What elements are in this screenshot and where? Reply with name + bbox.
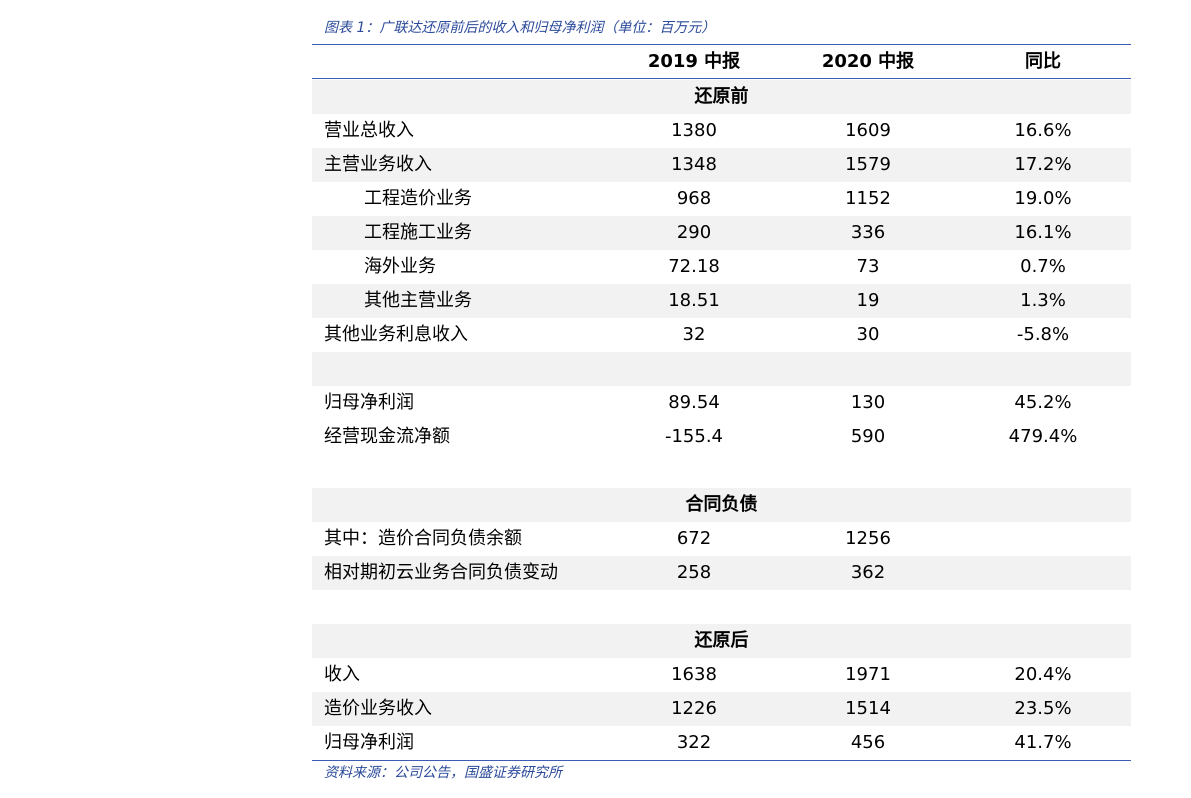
- cell-value: 590: [850, 426, 886, 447]
- row-label: 收入: [324, 664, 360, 685]
- cell-value: 479.4%: [1008, 426, 1078, 447]
- cell-value: 19: [856, 290, 880, 311]
- data-row: 工程施工业务 290 336 16.1%: [312, 216, 1131, 250]
- column-header: 同比: [1025, 51, 1061, 72]
- cell-value: 1579: [845, 154, 891, 175]
- cell-value: 1609: [845, 120, 891, 141]
- cell-value: 322: [676, 732, 712, 753]
- cell-value: 41.7%: [1014, 732, 1072, 753]
- cell-value: 1348: [671, 154, 717, 175]
- cell-value: 1514: [845, 698, 891, 719]
- row-label: 经营现金流净额: [324, 426, 450, 447]
- header-rule: [312, 78, 1131, 79]
- column-header: 2020 中报: [821, 51, 915, 72]
- row-label: 归母净利润: [324, 732, 414, 753]
- row-label: 营业总收入: [324, 120, 414, 141]
- table-title: 图表 1：广联达还原前后的收入和归母净利润（单位：百万元）: [324, 20, 716, 36]
- cell-value: 73: [856, 256, 880, 277]
- cell-value: 1152: [845, 188, 891, 209]
- cell-value: 1226: [671, 698, 717, 719]
- cell-value: 45.2%: [1014, 392, 1072, 413]
- cell-value: 336: [850, 222, 886, 243]
- data-row: 海外业务 72.18 73 0.7%: [312, 250, 1131, 284]
- blank-row: [312, 352, 1131, 386]
- data-row: 主营业务收入 1348 1579 17.2%: [312, 148, 1131, 182]
- section-row: 还原后: [312, 624, 1131, 658]
- cell-value: 23.5%: [1014, 698, 1072, 719]
- cell-value: 1380: [671, 120, 717, 141]
- cell-value: 1638: [671, 664, 717, 685]
- data-row: 造价业务收入 1226 1514 23.5%: [312, 692, 1131, 726]
- cell-value: 258: [676, 562, 712, 583]
- data-row: 相对期初云业务合同负债变动 258 362: [312, 556, 1131, 590]
- header-row: 2019 中报 2020 中报 同比: [312, 45, 1131, 79]
- row-label: 相对期初云业务合同负债变动: [324, 562, 558, 583]
- column-header: 2019 中报: [647, 51, 741, 72]
- cell-value: 16.1%: [1014, 222, 1072, 243]
- cell-value: 17.2%: [1014, 154, 1072, 175]
- data-row: 其中：造价合同负债余额 672 1256: [312, 522, 1131, 556]
- cell-value: 968: [676, 188, 712, 209]
- row-label: 工程造价业务: [364, 188, 472, 209]
- row-label: 海外业务: [364, 256, 436, 277]
- cell-value: 0.7%: [1020, 256, 1066, 277]
- row-label: 其他主营业务: [364, 290, 472, 311]
- cell-value: 1256: [845, 528, 891, 549]
- cell-value: 456: [850, 732, 886, 753]
- data-row: 营业总收入 1380 1609 16.6%: [312, 114, 1131, 148]
- cell-value: 290: [676, 222, 712, 243]
- section-label: 还原后: [694, 630, 749, 651]
- row-label: 归母净利润: [324, 392, 414, 413]
- section-label: 合同负债: [685, 494, 758, 515]
- cell-value: 18.51: [668, 290, 720, 311]
- cell-value: 672: [676, 528, 712, 549]
- row-label: 主营业务收入: [324, 154, 432, 175]
- row-label: 其他业务利息收入: [324, 324, 468, 345]
- cell-value: 130: [850, 392, 886, 413]
- row-label: 工程施工业务: [364, 222, 472, 243]
- data-row: 经营现金流净额 -155.4 590 479.4%: [312, 420, 1131, 454]
- cell-value: 30: [856, 324, 880, 345]
- data-row: 其他主营业务 18.51 19 1.3%: [312, 284, 1131, 318]
- row-label: 其中：造价合同负债余额: [324, 528, 522, 549]
- bottom-rule: [312, 760, 1131, 761]
- data-row: 归母净利润 322 456 41.7%: [312, 726, 1131, 760]
- row-label: 造价业务收入: [324, 698, 432, 719]
- section-label: 还原前: [694, 86, 749, 107]
- source-note: 资料来源：公司公告，国盛证券研究所: [324, 765, 562, 781]
- data-row: 其他业务利息收入 32 30 -5.8%: [312, 318, 1131, 352]
- data-row: 收入 1638 1971 20.4%: [312, 658, 1131, 692]
- cell-value: 19.0%: [1014, 188, 1072, 209]
- cell-value: 362: [850, 562, 886, 583]
- top-rule: [312, 44, 1131, 45]
- cell-value: 20.4%: [1014, 664, 1072, 685]
- cell-value: -5.8%: [1016, 324, 1070, 345]
- cell-value: 72.18: [668, 256, 720, 277]
- cell-value: 1971: [845, 664, 891, 685]
- cell-value: 89.54: [668, 392, 720, 413]
- cell-value: 1.3%: [1020, 290, 1066, 311]
- data-row: 归母净利润 89.54 130 45.2%: [312, 386, 1131, 420]
- section-row: 还原前: [312, 80, 1131, 114]
- cell-value: -155.4: [664, 426, 724, 447]
- cell-value: 16.6%: [1014, 120, 1072, 141]
- section-row: 合同负债: [312, 488, 1131, 522]
- data-row: 工程造价业务 968 1152 19.0%: [312, 182, 1131, 216]
- cell-value: 32: [682, 324, 706, 345]
